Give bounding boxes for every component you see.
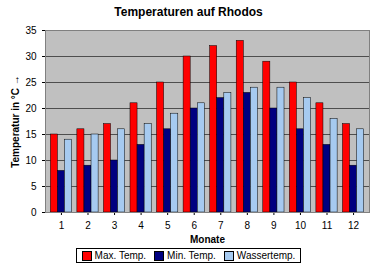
html-text:Wassertemp.: Wassertemp. — [236, 250, 296, 261]
svg-text:Temperatur in °C →: Temperatur in °C → — [10, 75, 21, 168]
svg-text:7: 7 — [218, 220, 224, 231]
svg-text:10: 10 — [295, 220, 307, 231]
html-text:Temperaturen auf Rhodos: Temperaturen auf Rhodos — [114, 5, 263, 19]
svg-text:6: 6 — [191, 220, 197, 231]
html-text:Max. Temp.: Max. Temp. — [94, 250, 147, 261]
svg-text:3: 3 — [112, 220, 118, 231]
svg-text:8: 8 — [245, 220, 251, 231]
svg-text:5: 5 — [31, 181, 37, 192]
svg-text:35: 35 — [25, 25, 37, 36]
svg-text:2: 2 — [85, 220, 91, 231]
html-text:Min. Temp.: Min. Temp. — [167, 250, 216, 261]
svg-text:25: 25 — [25, 77, 37, 88]
svg-text:4: 4 — [138, 220, 144, 231]
svg-text:10: 10 — [25, 155, 37, 166]
svg-text:11: 11 — [322, 220, 333, 231]
svg-text:Monate: Monate — [190, 234, 225, 245]
svg-text:5: 5 — [165, 220, 171, 231]
svg-text:0: 0 — [31, 207, 37, 218]
svg-text:30: 30 — [25, 51, 37, 62]
svg-text:20: 20 — [25, 103, 37, 114]
svg-text:15: 15 — [25, 129, 37, 140]
svg-text:12: 12 — [348, 220, 360, 231]
svg-text:9: 9 — [271, 220, 277, 231]
svg-text:1: 1 — [59, 220, 65, 231]
